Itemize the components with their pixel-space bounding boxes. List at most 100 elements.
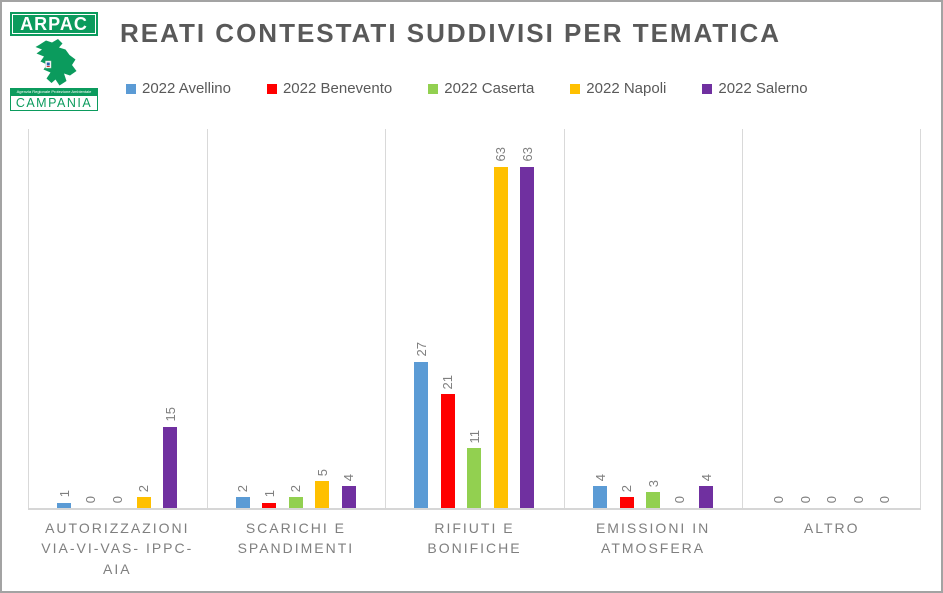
campania-map-icon (10, 36, 98, 88)
bar-cell: 2 (136, 129, 152, 508)
campania-label: CAMPANIA (10, 95, 98, 111)
bar (57, 502, 72, 508)
bar-cell: 2 (235, 129, 251, 508)
category-label: SCARICHI E SPANDIMENTI (237, 520, 355, 557)
bar-cell: 0 (850, 129, 866, 508)
bar-cell: 4 (341, 129, 357, 508)
bar-value-label: 15 (162, 407, 178, 422)
legend-label: 2022 Salerno (718, 80, 808, 97)
bar-group: 27 21 11 63 63 (385, 129, 564, 508)
arpac-subtext: Agenzia Regionale Protezione Ambientale (10, 88, 98, 95)
bar-value-label: 2 (288, 484, 304, 493)
bar-value-label: 2 (235, 484, 251, 493)
chart-legend: 2022 Avellino 2022 Benevento 2022 Caserta 2… (126, 80, 808, 97)
legend-item: 2022 Avellino (126, 80, 231, 97)
bar-group: 1 0 0 2 15 (28, 129, 207, 508)
legend-swatch (126, 83, 136, 94)
bar-cell: 21 (440, 129, 456, 508)
bar (467, 448, 482, 508)
bar-group: 0 0 0 0 0 (742, 129, 921, 508)
chart-title: REATI CONTESTATI SUDDIVISI PER TEMATICA (120, 18, 782, 48)
bar (646, 491, 661, 508)
bar-cell: 0 (877, 129, 893, 508)
bar-value-label: 0 (672, 495, 688, 503)
bar-cell: 2 (288, 129, 304, 508)
bar-value-label: 5 (314, 468, 330, 476)
arpac-brand-text: ARPAC (20, 14, 88, 34)
bar-cell: 0 (672, 129, 688, 508)
category-label: ALTRO (803, 520, 860, 536)
bar-cell: 3 (646, 129, 661, 508)
bar-cell: 2 (619, 129, 635, 508)
bar-cell: 0 (771, 129, 787, 508)
bar (163, 426, 178, 508)
bar (520, 166, 535, 508)
bar-cell: 27 (413, 129, 429, 508)
bar-cell: 1 (261, 129, 277, 508)
legend-item: 2022 Salerno (702, 80, 808, 97)
bar-cell: 0 (824, 129, 840, 508)
legend-item: 2022 Benevento (266, 80, 392, 97)
category-gridline (564, 129, 565, 508)
bar-value-label: 1 (56, 490, 72, 498)
bar (288, 497, 303, 508)
legend-label: 2022 Caserta (444, 80, 535, 97)
bar (341, 486, 356, 508)
bar (619, 497, 634, 508)
bar (262, 502, 277, 508)
category-gridline (385, 129, 386, 508)
category-gridline (920, 129, 921, 508)
plot-area: 1 0 0 2 15 AUTORIZZAZIONI VIA-VI-VAS- IPPC- A… (28, 129, 921, 577)
bar-cell: 0 (797, 129, 813, 508)
category-gridline (742, 129, 743, 508)
bar-value-label: 1 (261, 490, 277, 498)
bar-value-label: 63 (493, 147, 509, 162)
bar (315, 480, 330, 508)
bar-value-label: 0 (824, 495, 840, 503)
bar-value-label: 0 (797, 495, 813, 503)
bar-cell: 4 (699, 129, 714, 508)
bar-value-label: 11 (466, 429, 482, 444)
legend-label: 2022 Avellino (142, 80, 231, 97)
bar-value-label: 0 (850, 495, 866, 503)
bar-value-label: 21 (440, 374, 456, 390)
bar-value-label: 2 (619, 484, 635, 493)
legend-swatch (570, 83, 581, 94)
bar-value-label: 27 (413, 342, 429, 357)
bar (235, 497, 250, 508)
category-label: AUTORIZZAZIONI VIA-VI-VAS- IPPC- AIA (41, 520, 194, 577)
bar-group: 4 2 3 0 4 (564, 129, 743, 508)
category-gridline (28, 129, 29, 508)
bar-value-label: 0 (771, 495, 787, 503)
legend-label: 2022 Napoli (586, 80, 667, 97)
bar-cell: 5 (314, 129, 330, 508)
bar-cell: 0 (110, 129, 125, 508)
bar-cell: 4 (592, 129, 608, 508)
bar-value-label: 4 (592, 474, 608, 482)
bar-cell: 1 (56, 129, 72, 508)
x-axis-line (28, 508, 921, 510)
legend-swatch (266, 83, 277, 94)
legend-swatch (428, 83, 439, 94)
arpac-wordmark: ARPAC (10, 12, 98, 36)
bar (493, 166, 508, 508)
bar (440, 394, 455, 508)
bar (699, 486, 714, 508)
category-gridline (207, 129, 208, 508)
arpac-logo: ARPAC Agenzia Regionale Protezione Ambie… (10, 12, 98, 111)
bar-value-label: 4 (341, 474, 357, 482)
bar-value-label: 0 (83, 495, 99, 503)
bar-value-label: 63 (519, 147, 535, 162)
bar-cell: 0 (83, 129, 99, 508)
bar-cell: 63 (519, 129, 535, 508)
bar (414, 361, 429, 508)
bar-cell: 11 (466, 129, 482, 508)
bar-cell: 63 (493, 129, 509, 508)
bar (136, 497, 151, 508)
legend-item: 2022 Napoli (570, 80, 666, 97)
legend-item: 2022 Caserta (428, 80, 534, 97)
bar-value-label: 0 (877, 495, 893, 503)
bar (593, 486, 608, 508)
bar-value-label: 2 (136, 484, 152, 493)
